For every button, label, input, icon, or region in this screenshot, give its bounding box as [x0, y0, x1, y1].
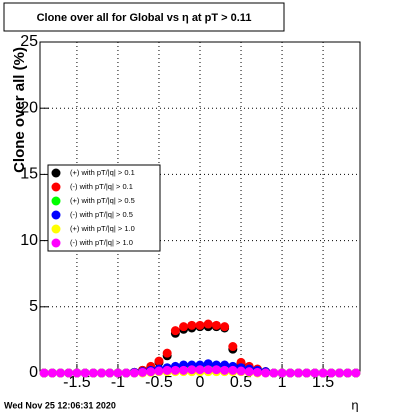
x-tick-label: -0.5 — [145, 374, 173, 391]
legend-marker — [51, 210, 61, 220]
data-point — [211, 365, 221, 375]
plot-area: 0 5 10 15 20 25 -1.5 -1 -0.5 0 0.5 1 1.5 — [20, 33, 361, 391]
y-tick-label: 10 — [20, 232, 38, 249]
data-point — [326, 368, 336, 378]
data-point — [56, 368, 66, 378]
data-point — [187, 320, 197, 330]
data-point — [47, 368, 57, 378]
x-tick-label: 1 — [278, 374, 287, 391]
legend-marker — [51, 238, 61, 248]
legend-label: (+) with pT/|q| > 0.1 — [70, 168, 135, 177]
legend-label: (+) with pT/|q| > 1.0 — [70, 224, 135, 233]
data-point — [179, 322, 189, 332]
data-point — [236, 366, 246, 376]
data-point — [146, 367, 156, 377]
data-point — [154, 356, 164, 366]
data-point — [269, 368, 279, 378]
data-point — [220, 322, 230, 332]
x-tick-label: 0.5 — [230, 374, 252, 391]
legend-label: (+) with pT/|q| > 0.5 — [70, 196, 135, 205]
chart-title: Clone over all for Global vs η at pT > 0… — [37, 12, 252, 24]
data-point — [113, 368, 123, 378]
data-point — [244, 367, 254, 377]
data-point — [351, 368, 361, 378]
data-point — [80, 368, 90, 378]
legend-marker — [51, 182, 61, 192]
data-point — [220, 365, 230, 375]
legend-box — [47, 164, 161, 252]
data-point — [39, 368, 49, 378]
data-point — [129, 368, 139, 378]
data-point — [203, 365, 213, 375]
legend-marker — [51, 196, 61, 206]
data-point — [121, 368, 131, 378]
data-point — [228, 365, 238, 375]
y-axis-label: Clone over all (%) — [11, 47, 28, 173]
x-tick-label: 1.5 — [312, 374, 334, 391]
data-point — [277, 368, 287, 378]
data-point — [343, 368, 353, 378]
x-tick-label: -1 — [111, 374, 125, 391]
legend: (+) with pT/|q| > 0.1 (-) with pT/|q| > 0… — [47, 164, 161, 252]
data-point — [252, 367, 262, 377]
data-point — [162, 365, 172, 375]
data-point — [310, 368, 320, 378]
data-point — [285, 368, 295, 378]
x-tick-label: -1.5 — [63, 374, 91, 391]
y-tick-label: 25 — [20, 33, 38, 50]
title-box — [3, 2, 285, 32]
legend-label: (-) with pT/|q| > 0.5 — [70, 210, 133, 219]
data-point — [64, 368, 74, 378]
data-point — [162, 348, 172, 358]
y-tick-label: 15 — [20, 166, 38, 183]
legend-marker — [51, 224, 61, 234]
data-point — [72, 368, 82, 378]
data-point — [261, 368, 271, 378]
legend-marker — [51, 168, 61, 178]
data-point — [88, 368, 98, 378]
footer-date: Wed Nov 25 12:06:31 2020 — [4, 400, 116, 410]
x-tick-label: 0 — [196, 374, 205, 391]
data-point — [228, 342, 238, 352]
y-tick-label: 0 — [29, 364, 38, 381]
data-point — [154, 366, 164, 376]
x-axis-label: η — [351, 397, 358, 412]
data-point — [195, 365, 205, 375]
data-point — [187, 365, 197, 375]
y-tick-label: 20 — [20, 99, 38, 116]
data-point — [195, 320, 205, 330]
data-point — [179, 365, 189, 375]
data-point — [318, 368, 328, 378]
data-point — [203, 319, 213, 329]
y-tick-label: 5 — [29, 298, 38, 315]
data-point — [138, 367, 148, 377]
legend-label: (-) with pT/|q| > 1.0 — [70, 238, 133, 247]
data-point — [105, 368, 115, 378]
data-point — [334, 368, 344, 378]
data-point — [211, 320, 221, 330]
data-point — [97, 368, 107, 378]
legend-label: (-) with pT/|q| > 0.1 — [70, 182, 133, 191]
data-point — [302, 368, 312, 378]
data-point — [170, 365, 180, 375]
data-point — [170, 326, 180, 336]
data-point — [293, 368, 303, 378]
